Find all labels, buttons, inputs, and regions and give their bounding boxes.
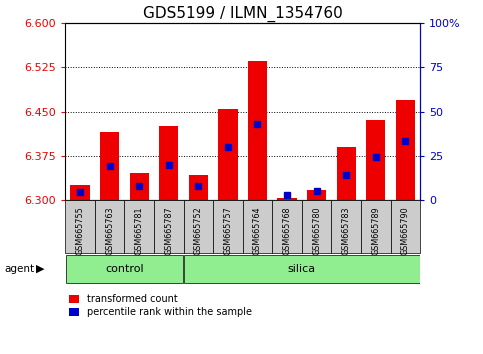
Text: GSM665755: GSM665755 [75, 206, 85, 255]
Bar [125, 200, 154, 253]
Text: GSM665790: GSM665790 [401, 206, 410, 255]
Bar [361, 200, 391, 253]
Bar [213, 200, 242, 253]
Bar [366, 120, 385, 200]
Bar [307, 190, 327, 200]
Bar [184, 200, 213, 253]
Bar [302, 200, 331, 253]
Text: control: control [105, 264, 143, 274]
Text: GSM665789: GSM665789 [371, 206, 380, 255]
Bar [95, 200, 125, 253]
Bar [331, 200, 361, 253]
Bar [218, 109, 238, 200]
Bar [129, 173, 149, 200]
Legend: transformed count, percentile rank within the sample: transformed count, percentile rank withi… [65, 290, 256, 321]
Bar [154, 200, 184, 253]
Bar [337, 147, 356, 200]
Text: GSM665787: GSM665787 [164, 206, 173, 255]
Text: GSM665781: GSM665781 [135, 206, 143, 255]
Bar [184, 255, 420, 283]
Text: GSM665757: GSM665757 [224, 206, 232, 255]
Text: GSM665783: GSM665783 [342, 206, 351, 255]
Text: GSM665752: GSM665752 [194, 206, 203, 255]
Bar [189, 175, 208, 200]
Text: agent: agent [5, 264, 35, 274]
Text: GSM665764: GSM665764 [253, 206, 262, 255]
Bar [71, 185, 90, 200]
Text: ▶: ▶ [36, 264, 45, 274]
Bar [242, 200, 272, 253]
Bar [159, 126, 178, 200]
Title: GDS5199 / ILMN_1354760: GDS5199 / ILMN_1354760 [143, 5, 342, 22]
Bar [65, 200, 95, 253]
Text: GSM665768: GSM665768 [283, 206, 292, 255]
Text: silica: silica [288, 264, 316, 274]
Bar [272, 200, 302, 253]
Text: GSM665780: GSM665780 [312, 206, 321, 255]
Bar [100, 132, 119, 200]
Bar [66, 255, 183, 283]
Bar [396, 100, 415, 200]
Text: GSM665763: GSM665763 [105, 206, 114, 255]
Bar [277, 198, 297, 200]
Bar [391, 200, 420, 253]
Bar [248, 61, 267, 200]
